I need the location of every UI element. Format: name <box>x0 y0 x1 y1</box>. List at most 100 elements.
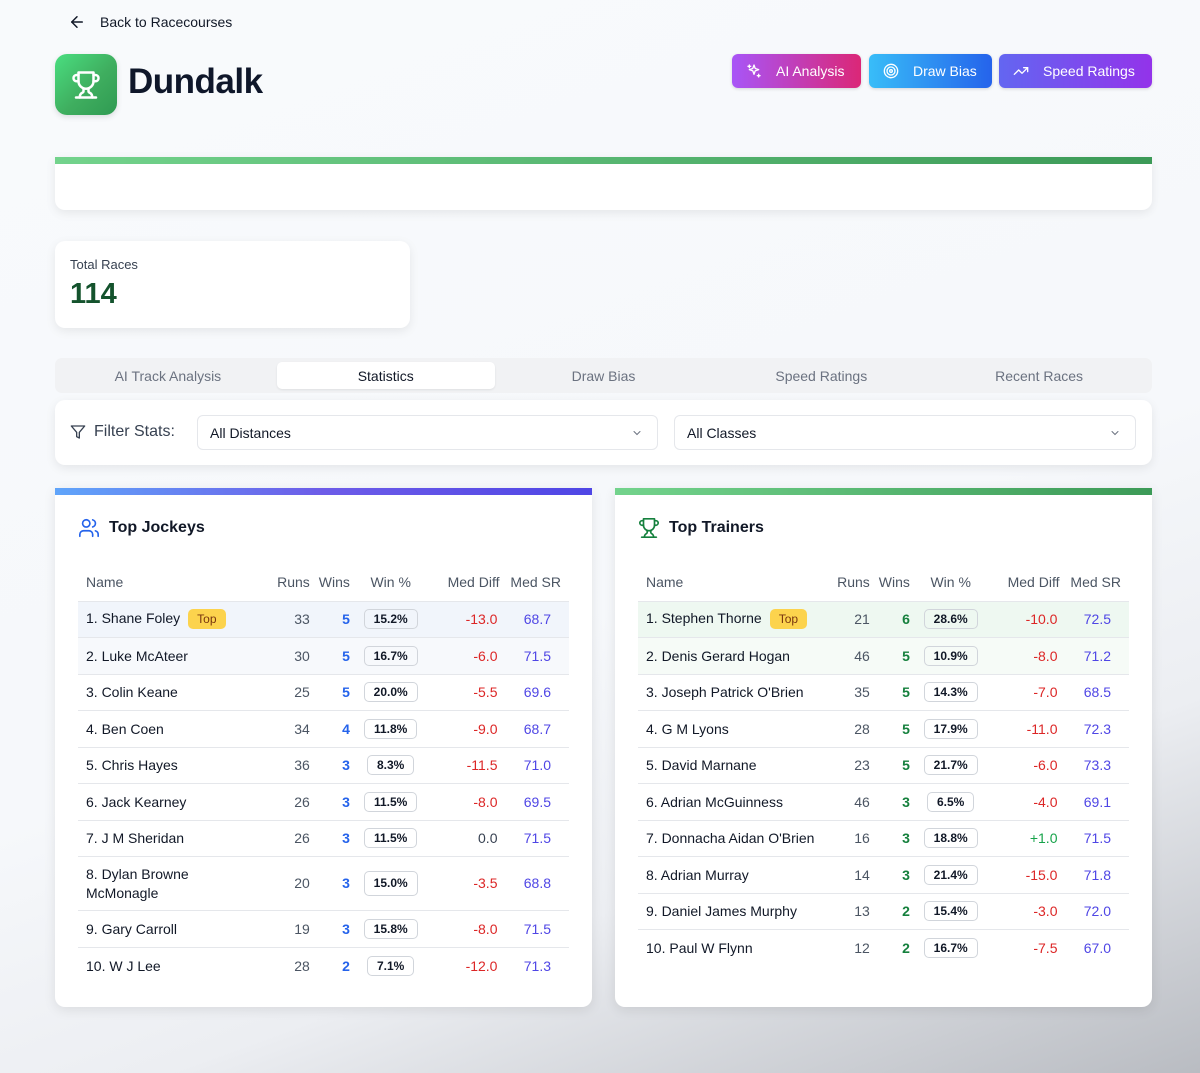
cell-med-diff: -3.5 <box>423 856 508 911</box>
cell-runs: 14 <box>832 856 878 893</box>
cell-med-sr: 68.5 <box>1067 673 1129 711</box>
table-row: 1. Shane Foley Top 33 5 15.2% -13.0 68.7 <box>78 600 569 638</box>
tab-recent-races[interactable]: Recent Races <box>995 367 1084 384</box>
distance-select-value: All Distances <box>210 424 291 441</box>
win-pct-pill: 7.1% <box>366 955 415 976</box>
cell-name: 5. David Marnane <box>638 746 833 784</box>
win-pct-pill: 6.5% <box>926 791 975 812</box>
cell-med-diff: -4.0 <box>983 783 1068 820</box>
filter-label: Filter Stats: <box>70 423 175 441</box>
top-jockeys-title-text: Top Jockeys <box>109 519 205 536</box>
table-row: 8. Adrian Murray 14 3 21.4% -15.0 71.8 <box>638 856 1129 893</box>
cell-wins: 2 <box>877 892 918 930</box>
filter-label-text: Filter Stats: <box>94 423 175 440</box>
class-select[interactable]: All Classes <box>674 415 1136 450</box>
cell-med-sr: 68.7 <box>507 600 569 638</box>
page-title: Dundalk <box>128 62 263 101</box>
cell-name: 8. Dylan Browne McMonagle <box>78 856 273 911</box>
speed-ratings-label: Speed Ratings <box>1043 63 1135 79</box>
top-trainers-title: Top Trainers <box>638 517 764 539</box>
win-pct-pill: 11.5% <box>363 791 418 812</box>
table-row: 8. Dylan Browne McMonagle 20 3 15.0% -3.5 68.… <box>78 856 569 911</box>
win-pct-pill: 15.8% <box>363 918 418 939</box>
cell-name: 6. Adrian McGuinness <box>638 783 833 820</box>
cell-wins: 5 <box>877 637 918 674</box>
win-pct-pill: 16.7% <box>363 645 418 666</box>
top-trainers-title-text: Top Trainers <box>669 519 764 536</box>
cell-med-sr: 73.3 <box>1067 746 1129 784</box>
table-row: 5. Chris Hayes 36 3 8.3% -11.5 71.0 <box>78 746 569 784</box>
cell-runs: 34 <box>272 710 318 747</box>
tab-speed-ratings[interactable]: Speed Ratings <box>775 367 868 384</box>
cell-name: 5. Chris Hayes <box>78 746 273 784</box>
row-name: 4. G M Lyons <box>646 720 729 737</box>
cell-med-sr: 69.6 <box>507 673 569 711</box>
cell-wins: 3 <box>317 856 358 911</box>
cell-med-diff: -10.0 <box>983 600 1068 638</box>
cell-wins: 5 <box>317 673 358 711</box>
total-races-label: Total Races <box>70 257 138 272</box>
cell-name: 9. Gary Carroll <box>78 910 273 947</box>
cell-win-pct: 10.9% <box>917 637 984 674</box>
cell-wins: 2 <box>877 929 918 966</box>
table-row: 3. Colin Keane 25 5 20.0% -5.5 69.6 <box>78 673 569 711</box>
cell-win-pct: 20.0% <box>357 673 424 711</box>
trophy-icon <box>639 518 659 538</box>
cell-wins: 6 <box>877 600 918 638</box>
win-pct-pill: 18.8% <box>923 828 978 849</box>
tab-ai-track-analysis[interactable]: AI Track Analysis <box>114 367 222 384</box>
table-row: 9. Gary Carroll 19 3 15.8% -8.0 71.5 <box>78 910 569 947</box>
cell-runs: 25 <box>272 673 318 711</box>
col-runs: Runs <box>837 574 870 591</box>
cell-wins: 3 <box>317 746 358 784</box>
draw-bias-button[interactable]: Draw Bias <box>869 54 992 88</box>
row-name: 7. Donnacha Aidan O'Brien <box>646 830 815 847</box>
cell-win-pct: 11.5% <box>357 783 424 820</box>
cell-runs: 12 <box>832 929 878 966</box>
top-trainers-panel: Top Trainers Name Runs Wins Win % Med Di… <box>615 488 1152 1007</box>
trainers-table: Name Runs Wins Win % Med Diff Med SR 1. … <box>638 564 1129 966</box>
tab-draw-bias[interactable]: Draw Bias <box>571 367 636 384</box>
course-info-card <box>55 157 1152 210</box>
cell-med-diff: -8.0 <box>423 783 508 820</box>
cell-name: 9. Daniel James Murphy <box>638 892 833 930</box>
cell-runs: 20 <box>272 856 318 911</box>
ai-analysis-button[interactable]: AI Analysis <box>732 54 861 88</box>
cell-name: 7. J M Sheridan <box>78 819 273 857</box>
col-win-pct: Win % <box>930 574 971 591</box>
col-wins: Wins <box>878 574 910 591</box>
cell-med-sr: 71.5 <box>1067 819 1129 857</box>
cell-wins: 3 <box>877 856 918 893</box>
cell-win-pct: 6.5% <box>917 783 984 820</box>
ai-analysis-label: AI Analysis <box>776 63 845 79</box>
back-link-label: Back to Racecourses <box>100 14 233 30</box>
col-med-sr: Med SR <box>1070 574 1121 591</box>
speed-ratings-button[interactable]: Speed Ratings <box>999 54 1152 88</box>
table-row: 10. Paul W Flynn 12 2 16.7% -7.5 67.0 <box>638 929 1129 966</box>
cell-med-diff: -9.0 <box>423 710 508 747</box>
cell-name: 3. Colin Keane <box>78 673 273 711</box>
win-pct-pill: 20.0% <box>363 682 418 703</box>
table-row: 2. Luke McAteer 30 5 16.7% -6.0 71.5 <box>78 637 569 674</box>
cell-med-diff: -7.5 <box>983 929 1068 966</box>
back-to-racecourses-link[interactable]: Back to Racecourses <box>68 11 232 33</box>
cell-med-diff: -6.0 <box>423 637 508 674</box>
row-name: 5. David Marnane <box>646 757 757 774</box>
row-name: 3. Joseph Patrick O'Brien <box>646 684 804 701</box>
row-name: 2. Denis Gerard Hogan <box>646 647 790 664</box>
table-row: 4. Ben Coen 34 4 11.8% -9.0 68.7 <box>78 710 569 747</box>
table-row: 10. W J Lee 28 2 7.1% -12.0 71.3 <box>78 946 569 984</box>
cell-runs: 13 <box>832 892 878 930</box>
row-name: 2. Luke McAteer <box>86 647 188 664</box>
cell-med-diff: -5.5 <box>423 673 508 711</box>
cell-win-pct: 11.8% <box>357 710 424 747</box>
cell-name: 10. Paul W Flynn <box>638 929 833 966</box>
distance-select[interactable]: All Distances <box>197 415 658 450</box>
cell-name: 1. Stephen Thorne Top <box>638 600 833 638</box>
cell-name: 1. Shane Foley Top <box>78 600 273 638</box>
cell-name: 4. G M Lyons <box>638 710 833 747</box>
filter-bar: Filter Stats: All Distances All Classes <box>55 400 1152 465</box>
target-icon <box>883 63 899 79</box>
cell-name: 6. Jack Kearney <box>78 783 273 820</box>
tab-statistics[interactable]: Statistics <box>276 362 495 389</box>
